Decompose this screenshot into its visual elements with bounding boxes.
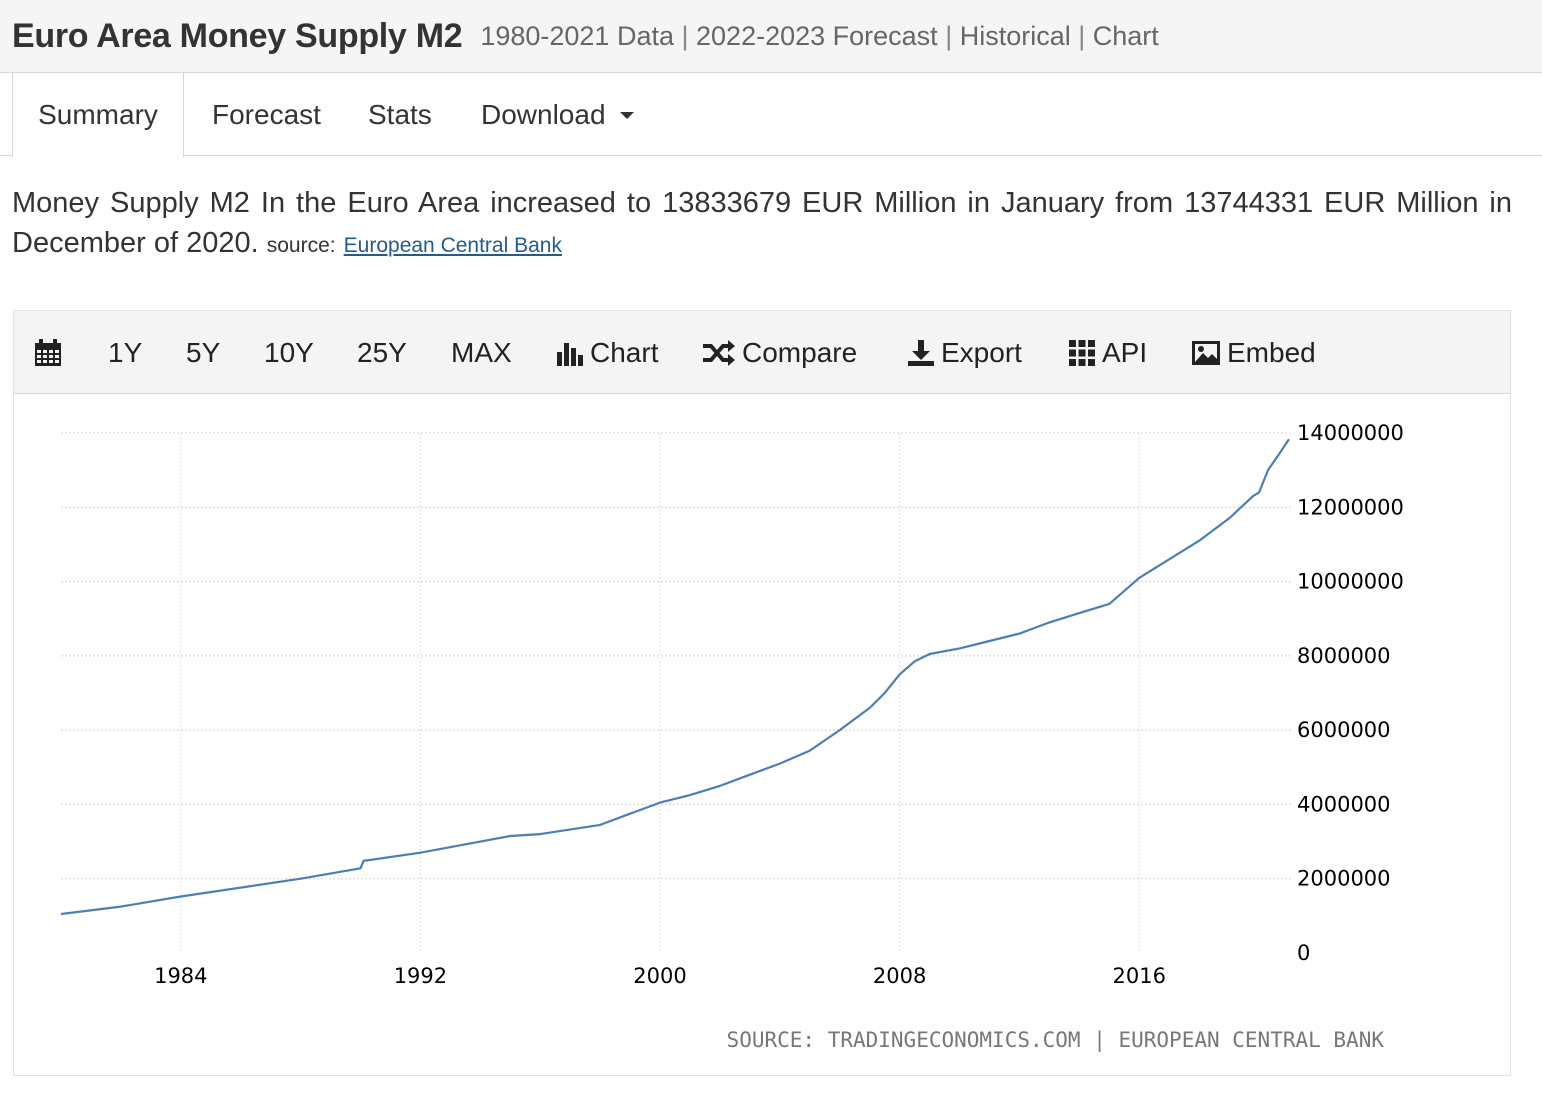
- x-tick-label: 1984: [154, 964, 207, 988]
- caret-down-icon: [619, 112, 634, 119]
- grid-icon: [1069, 339, 1095, 366]
- range-10y-button[interactable]: 10Y: [264, 336, 314, 368]
- compare-button[interactable]: Compare: [702, 311, 857, 394]
- source-link[interactable]: European Central Bank: [343, 234, 562, 257]
- chart-source-note: SOURCE: TRADINGECONOMICS.COM | EUROPEAN …: [727, 1028, 1385, 1053]
- range-25y-button[interactable]: 25Y: [357, 336, 407, 368]
- tab-stats[interactable]: Stats: [368, 98, 432, 130]
- bar-chart-icon: [557, 342, 583, 366]
- export-button-label: Export: [941, 336, 1022, 368]
- chart-toolbar: 1Y 5Y 10Y 25Y MAX Chart Compare: [14, 311, 1510, 394]
- tab-bar: Summary Forecast Stats Download: [0, 73, 1542, 157]
- x-tick-label: 2008: [873, 964, 926, 988]
- image-icon: [1192, 340, 1220, 365]
- tab-download[interactable]: Download: [481, 73, 634, 156]
- y-tick-label: 14000000: [1297, 421, 1404, 445]
- chart-panel: 1Y 5Y 10Y 25Y MAX Chart Compare: [13, 310, 1511, 1076]
- subtitle-historical: Historical: [959, 20, 1071, 51]
- y-tick-label: 2000000: [1297, 867, 1391, 891]
- export-button[interactable]: Export: [907, 311, 1022, 394]
- line-chart: 14000000 12000000 10000000 8000000 6000000 40…: [60, 421, 1404, 1053]
- embed-button[interactable]: Embed: [1191, 311, 1316, 394]
- source-label: source:: [266, 234, 336, 257]
- embed-button-label: Embed: [1227, 336, 1316, 368]
- range-5y-button[interactable]: 5Y: [186, 336, 221, 368]
- y-tick-label: 10000000: [1297, 570, 1404, 594]
- page-title: Euro Area Money Supply M2: [12, 16, 463, 55]
- shuffle-icon: [703, 339, 735, 366]
- series-line-0: [60, 438, 1290, 916]
- page-subtitle: 1980-2021 Data | 2022-2023 Forecast | Hi…: [480, 20, 1159, 51]
- compare-button-label: Compare: [742, 336, 858, 368]
- range-1y-button[interactable]: 1Y: [108, 336, 143, 368]
- api-button-label: API: [1102, 336, 1148, 368]
- x-tick-label: 2000: [633, 964, 686, 988]
- y-tick-label: 4000000: [1297, 792, 1391, 816]
- tab-download-label: Download: [481, 98, 606, 130]
- y-tick-label: 6000000: [1297, 718, 1391, 742]
- tab-summary[interactable]: Summary: [12, 73, 184, 157]
- subtitle-chart: Chart: [1092, 20, 1159, 51]
- subtitle-data-range: 1980-2021 Data: [480, 20, 674, 51]
- range-max-button[interactable]: MAX: [451, 336, 512, 368]
- calendar-icon[interactable]: [34, 311, 68, 394]
- tab-forecast[interactable]: Forecast: [212, 98, 321, 130]
- chart-button-label: Chart: [590, 336, 659, 368]
- subtitle-forecast: 2022-2023 Forecast: [696, 20, 938, 51]
- y-tick-label: 8000000: [1297, 644, 1391, 668]
- y-tick-label: 12000000: [1297, 495, 1404, 519]
- summary-paragraph: Money Supply M2 In the Euro Area increas…: [12, 183, 1512, 266]
- api-button[interactable]: API: [1068, 311, 1147, 394]
- download-icon: [908, 339, 934, 366]
- chart-button[interactable]: Chart: [556, 311, 658, 394]
- summary-text: Money Supply M2 In the Euro Area increas…: [12, 187, 1512, 259]
- x-tick-label: 1992: [394, 964, 447, 988]
- y-tick-label: 0: [1297, 941, 1310, 965]
- x-tick-label: 2016: [1113, 964, 1166, 988]
- title-bar: Euro Area Money Supply M2 1980-2021 Data…: [0, 0, 1542, 73]
